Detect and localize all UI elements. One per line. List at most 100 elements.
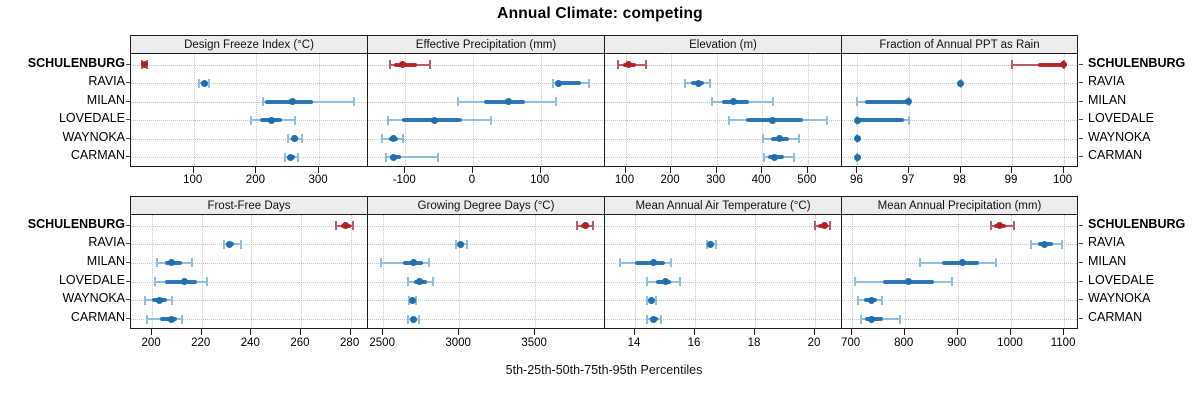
median-dot xyxy=(868,315,876,323)
whisker-cap xyxy=(591,221,594,230)
grid-line-horizontal xyxy=(842,64,1077,66)
strip-label: Effective Precipitation (mm) xyxy=(415,38,557,51)
tick-label: 200 xyxy=(660,174,680,186)
median-dot xyxy=(820,222,828,229)
site-label-right: RAVIA xyxy=(1088,74,1125,88)
median-dot xyxy=(867,296,875,304)
whisker-cap xyxy=(792,152,795,162)
y-tick-mark xyxy=(1079,243,1083,245)
whisker-cap xyxy=(856,97,859,106)
plot-panel xyxy=(841,53,1078,167)
y-tick-mark xyxy=(1079,318,1083,319)
y-tick-mark xyxy=(1079,82,1083,83)
whisker-cap xyxy=(646,277,648,287)
median-dot xyxy=(408,296,416,304)
grid-line-horizontal xyxy=(131,281,367,283)
grid-line-horizontal xyxy=(605,281,841,283)
median-dot xyxy=(399,61,407,68)
whisker-cap xyxy=(950,277,953,287)
grid-line-horizontal xyxy=(131,83,367,84)
tick-mark xyxy=(471,167,473,173)
grid-line-horizontal xyxy=(842,101,1077,103)
median-dot xyxy=(625,61,633,68)
whisker-cap xyxy=(143,295,146,305)
site-label-right: MILAN xyxy=(1088,92,1127,107)
whisker-cap xyxy=(352,221,355,230)
whisker xyxy=(386,156,439,158)
plot-panel xyxy=(604,214,842,329)
median-dot xyxy=(957,79,964,87)
tick-mark xyxy=(200,329,202,335)
grid-line-vertical xyxy=(405,54,407,166)
tick-mark xyxy=(382,329,384,335)
plot-panel xyxy=(130,214,368,329)
x-axis-caption: 5th-25th-50th-75th-95th Percentiles xyxy=(505,363,703,377)
grid-line-horizontal xyxy=(131,262,367,264)
grid-line-vertical xyxy=(957,215,959,328)
whisker-cap xyxy=(857,295,860,305)
whisker-cap xyxy=(907,115,910,125)
grid-line-vertical xyxy=(1064,215,1066,328)
y-tick-mark xyxy=(126,63,130,65)
grid-line-vertical xyxy=(459,215,461,328)
tick-mark xyxy=(299,329,301,335)
whisker-cap xyxy=(708,78,711,88)
whisker-cap xyxy=(715,239,717,249)
site-label-left: LOVEDALE xyxy=(58,272,125,287)
y-tick-mark xyxy=(1079,156,1083,157)
tick-label: 100 xyxy=(614,174,635,186)
whisker-cap xyxy=(385,152,388,162)
whisker-cap xyxy=(814,221,816,230)
whisker-cap xyxy=(283,152,286,162)
grid-line-vertical xyxy=(300,215,302,328)
plot-panel xyxy=(604,53,842,167)
median-dot xyxy=(730,98,738,105)
grid-line-horizontal xyxy=(842,281,1077,283)
panel-strip: Fraction of Annual PPT as Rain xyxy=(841,35,1078,54)
tick-label: 200 xyxy=(141,337,161,349)
median-dot xyxy=(904,278,912,286)
tick-label: 97 xyxy=(901,174,915,186)
y-tick-mark xyxy=(1079,63,1083,65)
tick-label: 300 xyxy=(706,174,726,186)
site-label-right: WAYNOKA xyxy=(1088,129,1151,144)
grid-line-horizontal xyxy=(605,138,841,140)
median-dot xyxy=(649,315,657,323)
y-tick-mark xyxy=(126,243,130,245)
site-label-right: CARMAN xyxy=(1088,148,1143,162)
site-label-left: CARMAN xyxy=(70,148,125,162)
grid-line-horizontal xyxy=(368,83,604,84)
tick-label: 280 xyxy=(340,337,360,349)
median-dot xyxy=(291,135,299,142)
whisker-cap xyxy=(645,60,648,69)
tick-label: 96 xyxy=(850,174,863,186)
median-dot xyxy=(853,116,861,124)
whisker-cap xyxy=(223,239,226,249)
whisker-cap xyxy=(379,258,382,268)
whisker-cap xyxy=(684,78,687,88)
site-label-right: CARMAN xyxy=(1088,310,1143,324)
iqr-band xyxy=(555,81,582,85)
y-tick-mark xyxy=(126,156,130,157)
whisker-cap xyxy=(860,314,863,324)
whisker-cap xyxy=(1012,221,1015,230)
panel-strip: Elevation (m) xyxy=(604,35,842,54)
grid-line-vertical xyxy=(635,215,636,328)
whisker-cap xyxy=(417,314,420,324)
whisker-cap xyxy=(190,258,193,268)
site-label-right: SCHULENBURG xyxy=(1088,55,1186,70)
whisker-cap xyxy=(407,295,410,305)
tick-mark xyxy=(1063,329,1065,335)
whisker-cap xyxy=(659,314,662,324)
tick-mark xyxy=(404,167,406,173)
y-tick-mark xyxy=(1079,299,1083,301)
strip-label: Design Freeze Index (°C) xyxy=(184,38,314,51)
site-label-right: MILAN xyxy=(1088,253,1127,268)
whisker-cap xyxy=(797,134,800,143)
grid-line-horizontal xyxy=(368,281,604,283)
tick-label: 220 xyxy=(191,337,211,349)
whisker-cap xyxy=(156,258,159,268)
grid-line-horizontal xyxy=(605,83,841,84)
tick-mark xyxy=(956,329,958,335)
whisker-cap xyxy=(287,134,290,143)
